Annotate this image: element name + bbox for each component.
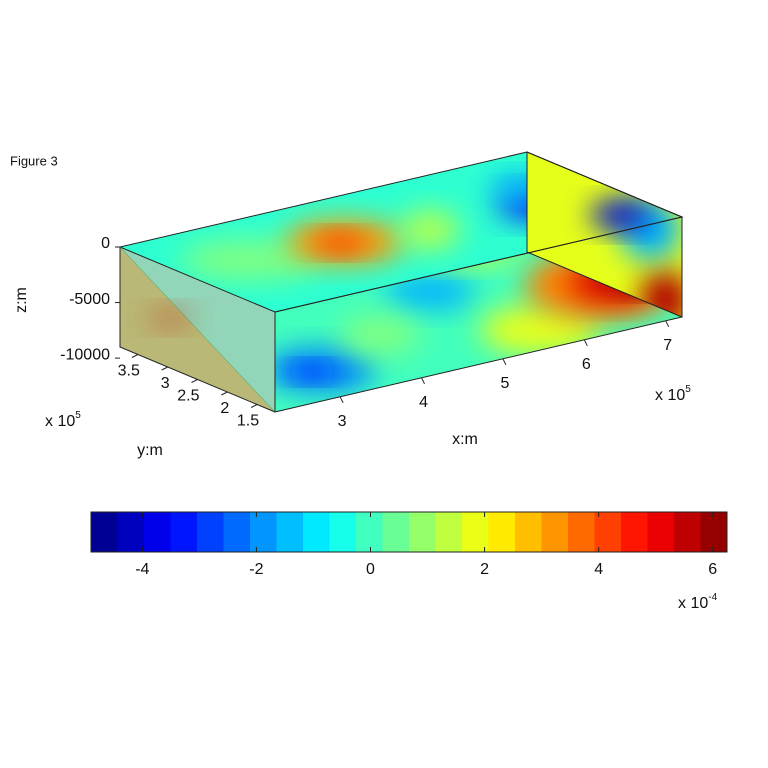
colorbar-band bbox=[594, 512, 622, 552]
colorbar-band bbox=[117, 512, 145, 552]
colorbar-band bbox=[409, 512, 436, 552]
field-blob bbox=[385, 274, 475, 310]
x-exponent: x 105 bbox=[655, 384, 691, 405]
y-tick-label: 2.5 bbox=[177, 388, 199, 405]
y-exponent-power: 5 bbox=[75, 410, 81, 421]
box-edge bbox=[526, 151, 683, 318]
colorbar-band bbox=[170, 512, 198, 552]
field-blob bbox=[340, 315, 420, 355]
x-tick bbox=[665, 320, 670, 328]
z-axis-label: z:m bbox=[13, 287, 30, 313]
x-tick bbox=[339, 396, 344, 404]
z-tick-label: -10000 bbox=[60, 346, 110, 363]
colorbar: -4 -2 0 2 4 6 bbox=[90, 511, 728, 578]
field-blob bbox=[292, 364, 332, 380]
colorbar-band bbox=[647, 512, 675, 552]
x-exponent-power: 5 bbox=[685, 384, 691, 395]
y-tick-label: 1.5 bbox=[237, 413, 259, 430]
field-blob bbox=[312, 233, 368, 253]
colorbar-band bbox=[621, 512, 648, 552]
colorbar-band bbox=[197, 512, 224, 552]
colorbar-band bbox=[91, 512, 118, 552]
field-blob bbox=[400, 210, 460, 250]
colorbar-band bbox=[700, 512, 728, 552]
x-axis-label: x:m bbox=[452, 431, 478, 448]
colorbar-band bbox=[144, 512, 171, 552]
figure-title: Figure 3 bbox=[10, 153, 58, 168]
y-axis-label: y:m bbox=[137, 442, 163, 459]
colorbar-band bbox=[568, 512, 595, 552]
x-tick bbox=[583, 339, 588, 347]
field-blob bbox=[590, 200, 650, 230]
colorbar-frame bbox=[90, 511, 728, 553]
y-tick-label: 3.5 bbox=[118, 363, 140, 380]
left-slice-spot bbox=[148, 308, 192, 328]
colorbar-band bbox=[541, 512, 569, 552]
x-tick bbox=[502, 358, 507, 366]
x-tick-label: 3 bbox=[338, 413, 347, 430]
y-tick bbox=[221, 391, 228, 396]
z-tick-label: -5000 bbox=[69, 291, 110, 308]
colorbar-tick-label: 2 bbox=[480, 561, 489, 578]
colorbar-band bbox=[488, 512, 516, 552]
colorbar-band bbox=[435, 512, 463, 552]
y-tick-label: 3 bbox=[161, 375, 170, 392]
colorbar-exponent-power: -4 bbox=[708, 592, 717, 603]
z-tick-label: 0 bbox=[101, 235, 110, 252]
x-tick-label: 5 bbox=[500, 375, 509, 392]
colorbar-tick-label: 6 bbox=[708, 561, 717, 578]
field-blob bbox=[180, 240, 320, 280]
colorbar-band bbox=[462, 512, 489, 552]
colorbar-band bbox=[329, 512, 357, 552]
colorbar-tick-label: -4 bbox=[135, 561, 149, 578]
colorbar-band bbox=[250, 512, 277, 552]
y-tick bbox=[250, 404, 258, 408]
box-edge bbox=[119, 246, 276, 413]
colorbar-exponent-base: x 10 bbox=[678, 595, 708, 612]
y-tick bbox=[191, 379, 198, 383]
colorbar-band bbox=[674, 512, 701, 552]
colorbar-tick-label: 0 bbox=[366, 561, 375, 578]
x-tick-label: 4 bbox=[419, 394, 428, 411]
x-tick bbox=[421, 377, 425, 385]
box-edge bbox=[119, 247, 276, 413]
colorbar-exponent: x 10-4 bbox=[678, 592, 718, 613]
colorbar-band bbox=[276, 512, 304, 552]
y-tick bbox=[131, 354, 139, 358]
colorbar-band bbox=[515, 512, 542, 552]
colorbar-band bbox=[303, 512, 330, 552]
y-tick-label: 2 bbox=[220, 400, 229, 417]
y-exponent: x 105 bbox=[45, 410, 81, 431]
colorbar-band bbox=[223, 512, 251, 552]
field-blob bbox=[480, 305, 600, 355]
colorbar-tick-label: -2 bbox=[249, 561, 263, 578]
y-exponent-base: x 10 bbox=[45, 413, 75, 430]
colorbar-band bbox=[356, 512, 383, 552]
x-tick-label: 6 bbox=[582, 356, 591, 373]
x-tick-label: 7 bbox=[663, 337, 672, 354]
x-exponent-base: x 10 bbox=[655, 387, 685, 404]
y-tick bbox=[161, 366, 168, 371]
colorbar-band bbox=[382, 512, 410, 552]
colorbar-tick-label: 4 bbox=[594, 561, 603, 578]
